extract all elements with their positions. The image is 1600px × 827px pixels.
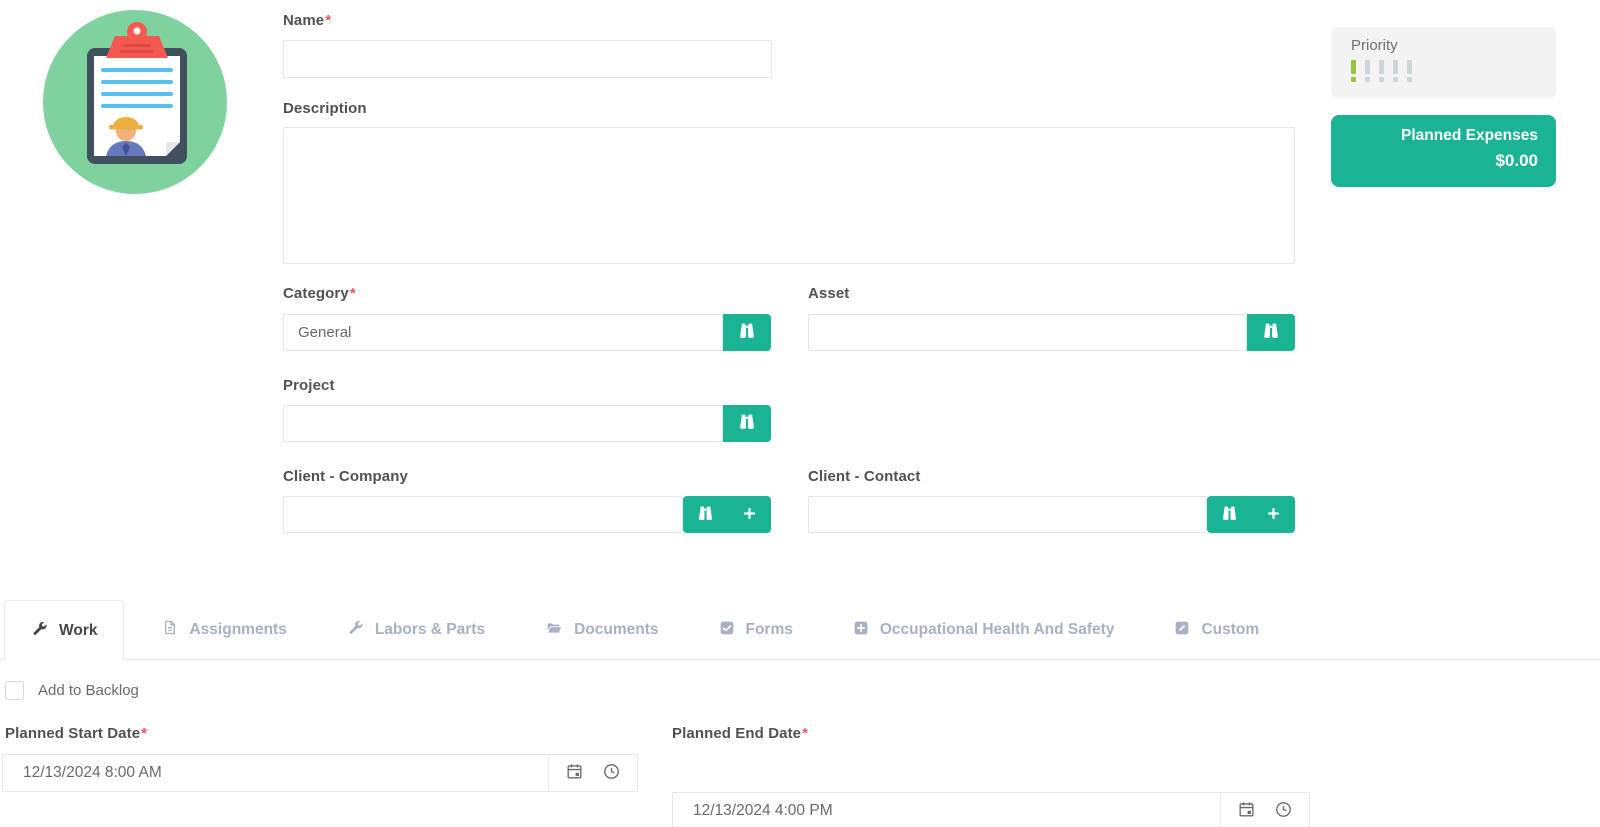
client-contact-add-button[interactable]	[1251, 496, 1295, 533]
description-textarea[interactable]	[283, 127, 1295, 264]
planned-end-date-picker	[672, 792, 1310, 827]
required-asterisk: *	[141, 725, 148, 742]
tabbar-divider	[0, 659, 1600, 660]
asset-label: Asset	[808, 285, 849, 302]
tab-work[interactable]: Work	[4, 599, 125, 661]
priority-exclamation	[1407, 60, 1412, 82]
category-input[interactable]	[283, 314, 723, 351]
planned-end-date-label-text: Planned End Date	[672, 725, 802, 742]
tab-labors-parts[interactable]: Labors & Parts	[317, 600, 515, 660]
name-label: Name*	[283, 12, 331, 29]
required-asterisk: *	[802, 725, 809, 742]
planned-expenses-amount: $0.00	[1495, 151, 1538, 170]
priority-exclamation	[1393, 60, 1398, 82]
planned-end-date-label: Planned End Date*	[672, 725, 808, 742]
planned-start-date-label: Planned Start Date*	[5, 725, 147, 742]
client-company-label-text: Client - Company	[283, 468, 408, 485]
client-company-label: Client - Company	[283, 468, 408, 485]
add-to-backlog-label: Add to Backlog	[38, 682, 139, 699]
file-icon	[162, 619, 178, 641]
planned-start-date-picker	[2, 754, 638, 792]
tab-occupational-health-safety[interactable]: Occupational Health And Safety	[823, 600, 1145, 660]
binoculars-icon	[737, 321, 757, 344]
planned-expenses-card: Planned Expenses $0.00	[1331, 115, 1556, 187]
plus-icon	[1266, 506, 1281, 524]
project-input[interactable]	[283, 405, 723, 442]
check-square-icon	[719, 620, 735, 641]
tab-assignments-label: Assignments	[189, 621, 287, 638]
description-label-text: Description	[283, 100, 367, 117]
category-label: Category*	[283, 285, 356, 302]
tab-documents[interactable]: Documents	[515, 600, 688, 660]
description-label: Description	[283, 100, 367, 117]
binoculars-icon	[1220, 504, 1239, 526]
priority-exclamation-active	[1351, 60, 1356, 82]
clipboard-worker-icon	[43, 10, 227, 194]
tab-assignments[interactable]: Assignments	[132, 600, 316, 660]
binoculars-icon	[696, 504, 715, 526]
priority-label: Priority	[1351, 37, 1398, 54]
wrench-icon	[347, 619, 364, 641]
tab-labors-parts-label: Labors & Parts	[374, 621, 486, 638]
project-lookup-button[interactable]	[723, 405, 771, 442]
wrench-icon	[31, 620, 48, 642]
tab-forms[interactable]: Forms	[689, 600, 823, 660]
binoculars-icon	[1261, 321, 1281, 344]
planned-end-date-input[interactable]	[673, 793, 1220, 827]
client-contact-lookup-button[interactable]	[1207, 496, 1251, 533]
plus-icon	[742, 506, 757, 524]
tab-work-label: Work	[59, 621, 98, 639]
planned-end-calendar-button[interactable]	[1235, 798, 1258, 824]
asset-input[interactable]	[808, 314, 1247, 351]
tab-custom[interactable]: Custom	[1144, 600, 1289, 660]
required-asterisk: *	[349, 285, 356, 302]
planned-end-time-button[interactable]	[1272, 798, 1295, 824]
planned-start-calendar-button[interactable]	[563, 760, 586, 786]
client-contact-input[interactable]	[808, 496, 1207, 533]
calendar-icon	[1237, 800, 1256, 822]
name-label-text: Name	[283, 12, 325, 29]
add-to-backlog-checkbox[interactable]	[5, 681, 24, 700]
clock-icon	[602, 762, 621, 784]
asset-lookup-button[interactable]	[1247, 314, 1295, 351]
client-contact-label: Client - Contact	[808, 468, 920, 485]
calendar-icon	[565, 762, 584, 784]
tab-occupational-health-safety-label: Occupational Health And Safety	[879, 621, 1115, 638]
binoculars-icon	[737, 412, 757, 435]
priority-level-indicator[interactable]	[1351, 60, 1536, 82]
client-company-add-button[interactable]	[727, 496, 771, 533]
tab-documents-label: Documents	[574, 621, 659, 638]
project-label: Project	[283, 377, 335, 394]
asset-label-text: Asset	[808, 285, 850, 302]
planned-start-time-button[interactable]	[600, 760, 623, 786]
clock-icon	[1274, 800, 1293, 822]
priority-exclamation	[1365, 60, 1370, 82]
plus-square-icon	[853, 620, 869, 641]
pen-square-icon	[1174, 620, 1190, 641]
add-to-backlog-row: Add to Backlog	[5, 681, 139, 700]
category-label-text: Category	[283, 285, 349, 302]
work-order-avatar	[43, 10, 227, 194]
tab-forms-label: Forms	[745, 621, 793, 638]
client-company-input[interactable]	[283, 496, 683, 533]
client-company-lookup-button[interactable]	[683, 496, 727, 533]
priority-card: Priority	[1331, 27, 1556, 98]
project-label-text: Project	[283, 377, 335, 394]
priority-exclamation	[1379, 60, 1384, 82]
planned-expenses-label: Planned Expenses	[1401, 127, 1538, 144]
category-lookup-button[interactable]	[723, 314, 771, 351]
folder-open-icon	[545, 620, 563, 641]
required-asterisk: *	[325, 12, 332, 29]
section-tabbar: Work Assignments Labors & Parts Document…	[0, 599, 1600, 661]
name-input[interactable]	[283, 40, 772, 78]
client-contact-label-text: Client - Contact	[808, 468, 921, 485]
tab-custom-label: Custom	[1201, 621, 1260, 638]
planned-start-date-label-text: Planned Start Date	[5, 725, 141, 742]
planned-start-date-input[interactable]	[3, 755, 548, 791]
